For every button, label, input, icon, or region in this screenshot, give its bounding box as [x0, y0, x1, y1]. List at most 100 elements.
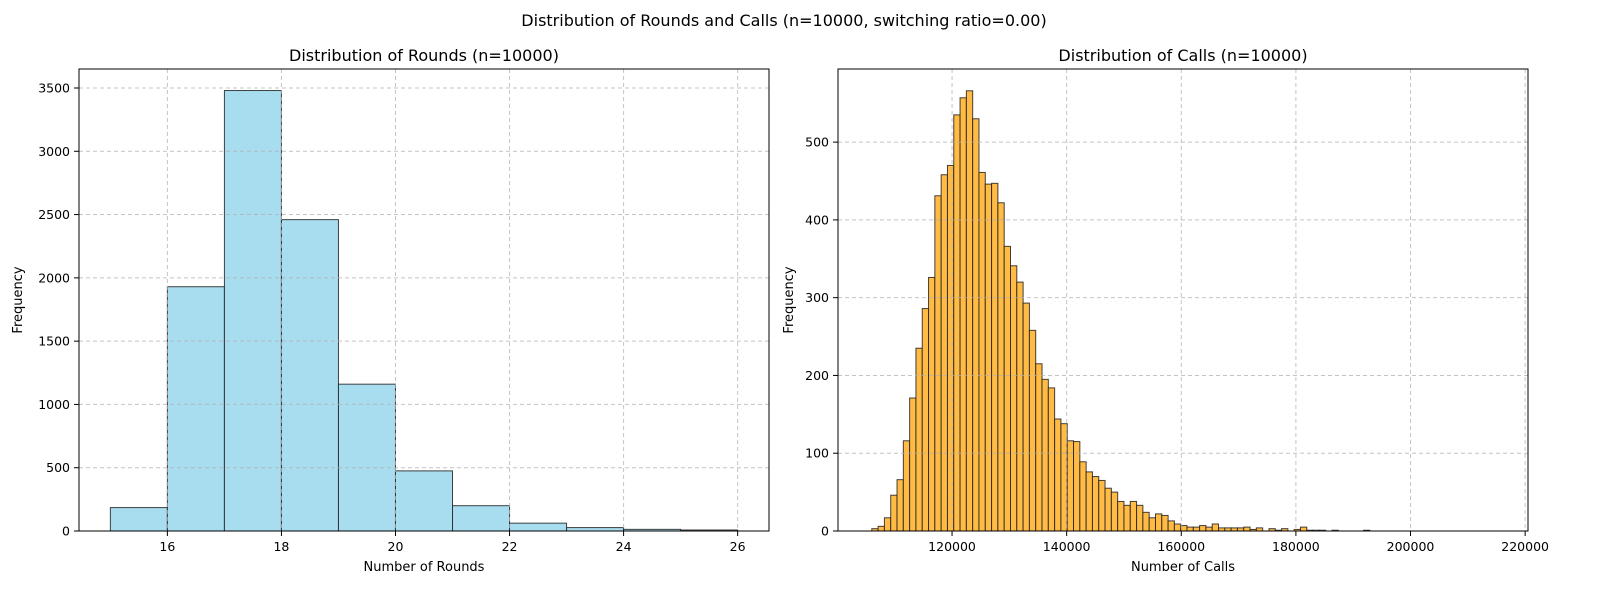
y-tick-label: 3500 [38, 80, 70, 95]
histogram-bar [1098, 479, 1106, 532]
histogram-bar [991, 182, 999, 532]
calls-histogram: Distribution of Calls (n=10000) 120000 140… [782, 46, 1549, 575]
histogram-bar [1003, 245, 1011, 532]
x-tick-label: 26 [730, 539, 746, 554]
histogram-bar [1173, 523, 1182, 532]
y-tick-label: 500 [805, 135, 829, 150]
histogram-bar [972, 118, 980, 532]
histogram-bar [1110, 491, 1119, 532]
histogram-bar [1047, 387, 1056, 532]
x-tick-label: 20 [388, 539, 404, 554]
histogram-bar [909, 397, 917, 532]
histogram-bar [1028, 329, 1037, 532]
y-axis-label: Frequency [11, 266, 26, 333]
histogram-bar [928, 276, 936, 532]
bars [871, 90, 1371, 532]
histogram-bar [1104, 487, 1112, 532]
histogram-bar [1299, 526, 1308, 532]
histogram-bar [883, 517, 892, 532]
histogram-bar [890, 494, 898, 532]
histogram-bar [896, 479, 904, 532]
y-tick-label: 300 [805, 290, 829, 305]
x-ticks: 120000 140000 160000 180000 200000 220000 [928, 531, 1549, 554]
x-tick-label: 120000 [928, 539, 976, 554]
histogram-bar [1123, 504, 1131, 532]
histogram-bar [1167, 520, 1175, 532]
histogram-bar [1154, 513, 1163, 532]
histogram-bar [1085, 471, 1093, 532]
y-tick-label: 200 [805, 368, 829, 383]
y-ticks: 0 100 200 300 400 500 [805, 135, 838, 539]
histogram-bar [1186, 526, 1194, 532]
plot-frame [78, 68, 770, 532]
histogram-bar [1054, 418, 1062, 532]
histogram-bar [509, 522, 568, 532]
histogram-bar [1161, 514, 1169, 532]
histogram-bar [1022, 302, 1030, 532]
histogram-bar [1079, 461, 1087, 532]
histogram-bar [337, 383, 396, 532]
histogram-bar [984, 183, 993, 532]
histogram-bar [1199, 525, 1207, 532]
histogram-bar [978, 171, 986, 532]
x-ticks: 16 18 20 22 24 26 [159, 531, 746, 554]
x-axis-label: Number of Rounds [364, 560, 485, 575]
histogram-bar [109, 507, 168, 532]
histogram-bar [940, 174, 948, 532]
x-tick-label: 18 [273, 539, 289, 554]
histogram-bar [934, 195, 942, 532]
histogram-bar [1142, 511, 1150, 532]
histogram-bar [280, 219, 339, 532]
histogram-bar [1010, 265, 1018, 532]
histogram-bar [1129, 500, 1138, 532]
histogram-bar [965, 90, 974, 532]
histogram-bar [1041, 378, 1049, 532]
y-tick-label: 400 [805, 212, 829, 227]
x-tick-label: 16 [159, 539, 175, 554]
histogram-bar [1205, 526, 1213, 532]
y-tick-label: 0 [821, 524, 829, 539]
histogram-bar [1035, 363, 1043, 532]
y-tick-label: 0 [62, 524, 70, 539]
bars [109, 90, 739, 532]
x-axis-label: Number of Calls [1131, 560, 1235, 575]
histogram-bar [1192, 526, 1201, 532]
histogram-bar [452, 505, 511, 532]
y-tick-label: 100 [805, 446, 829, 461]
histogram-bar [902, 440, 911, 532]
x-tick-label: 200000 [1387, 539, 1435, 554]
x-tick-label: 160000 [1157, 539, 1205, 554]
figure-title: Distribution of Rounds and Calls (n=1000… [521, 11, 1046, 30]
x-tick-label: 220000 [1501, 539, 1549, 554]
histogram-bar [959, 97, 967, 532]
y-tick-label: 1000 [38, 397, 70, 412]
y-tick-label: 500 [46, 460, 70, 475]
histogram-bar [394, 470, 454, 532]
y-axis-label: Frequency [782, 266, 797, 333]
histogram-bar [1243, 526, 1251, 532]
x-tick-label: 24 [616, 539, 632, 554]
histogram-bar [1091, 476, 1100, 532]
y-tick-label: 2000 [38, 270, 70, 285]
histogram-bar [1136, 504, 1144, 532]
chart-title: Distribution of Calls (n=10000) [1058, 46, 1307, 65]
y-tick-label: 1500 [38, 334, 70, 349]
x-tick-label: 140000 [1043, 539, 1091, 554]
histogram-bar [953, 114, 961, 532]
histogram-bar [877, 525, 885, 532]
histogram-bar [1211, 523, 1220, 532]
histogram-bar [997, 202, 1005, 532]
plot-frame [837, 68, 1529, 532]
histogram-bar [1073, 441, 1081, 532]
y-tick-label: 3000 [38, 144, 70, 159]
histogram-bar [921, 308, 930, 532]
histogram-bar [1117, 500, 1125, 532]
y-tick-label: 2500 [38, 207, 70, 222]
x-tick-label: 180000 [1272, 539, 1320, 554]
histogram-bar [1066, 440, 1075, 532]
histogram-bar [223, 90, 282, 532]
histogram-bar [1148, 517, 1156, 532]
histogram-bar [566, 527, 625, 532]
chart-title: Distribution of Rounds (n=10000) [289, 46, 559, 65]
